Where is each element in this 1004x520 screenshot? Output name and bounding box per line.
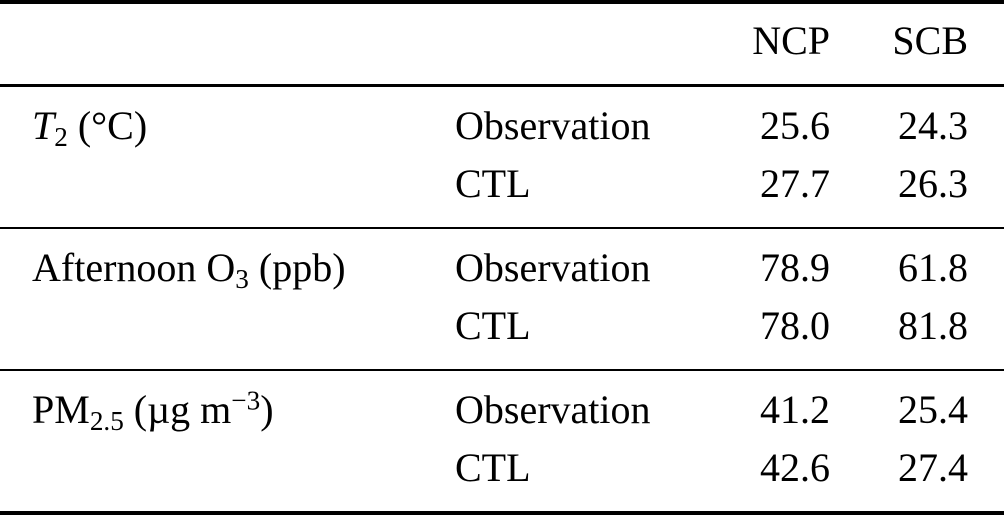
value-cell-ncp: 27.7 bbox=[760, 161, 830, 206]
section-t2: T2 (°C) Observation 25.6 24.3 CTL 27.7 2… bbox=[0, 86, 1004, 228]
source-label: Observation bbox=[455, 245, 651, 290]
header-empty-source bbox=[450, 2, 690, 87]
table-row: Afternoon O3 (ppb) Observation 78.9 61.8 bbox=[0, 228, 1004, 297]
value-cell-scb: 61.8 bbox=[898, 245, 968, 290]
header-empty-variable bbox=[0, 2, 450, 87]
col-header-ncp: NCP bbox=[690, 2, 830, 87]
section-o3: Afternoon O3 (ppb) Observation 78.9 61.8… bbox=[0, 228, 1004, 370]
col-header-scb: SCB bbox=[830, 2, 1004, 87]
value-cell-scb: 27.4 bbox=[898, 445, 968, 490]
value-cell-ncp: 41.2 bbox=[760, 387, 830, 432]
variable-label: PM2.5 (µg m−3) bbox=[32, 385, 274, 436]
value-cell-ncp: 78.0 bbox=[760, 303, 830, 348]
value-cell-ncp: 25.6 bbox=[760, 103, 830, 148]
variable-label: Afternoon O3 (ppb) bbox=[32, 245, 346, 294]
section-pm25: PM2.5 (µg m−3) Observation 41.2 25.4 CTL… bbox=[0, 370, 1004, 513]
value-cell-scb: 26.3 bbox=[898, 161, 968, 206]
value-cell-scb: 25.4 bbox=[898, 387, 968, 432]
source-label: Observation bbox=[455, 387, 651, 432]
source-label: CTL bbox=[455, 161, 531, 206]
source-label: Observation bbox=[455, 103, 651, 148]
table-row: PM2.5 (µg m−3) Observation 41.2 25.4 bbox=[0, 370, 1004, 439]
table-row: CTL 27.7 26.3 bbox=[0, 155, 1004, 228]
table-row: CTL 42.6 27.4 bbox=[0, 439, 1004, 513]
value-cell-ncp: 42.6 bbox=[760, 445, 830, 490]
table-row: CTL 78.0 81.8 bbox=[0, 297, 1004, 370]
header-row: NCP SCB bbox=[0, 2, 1004, 87]
value-cell-ncp: 78.9 bbox=[760, 245, 830, 290]
value-cell-scb: 24.3 bbox=[898, 103, 968, 148]
source-label: CTL bbox=[455, 303, 531, 348]
variable-label: T2 (°C) bbox=[32, 103, 148, 152]
table-row: T2 (°C) Observation 25.6 24.3 bbox=[0, 86, 1004, 156]
source-label: CTL bbox=[455, 445, 531, 490]
value-cell-scb: 81.8 bbox=[898, 303, 968, 348]
